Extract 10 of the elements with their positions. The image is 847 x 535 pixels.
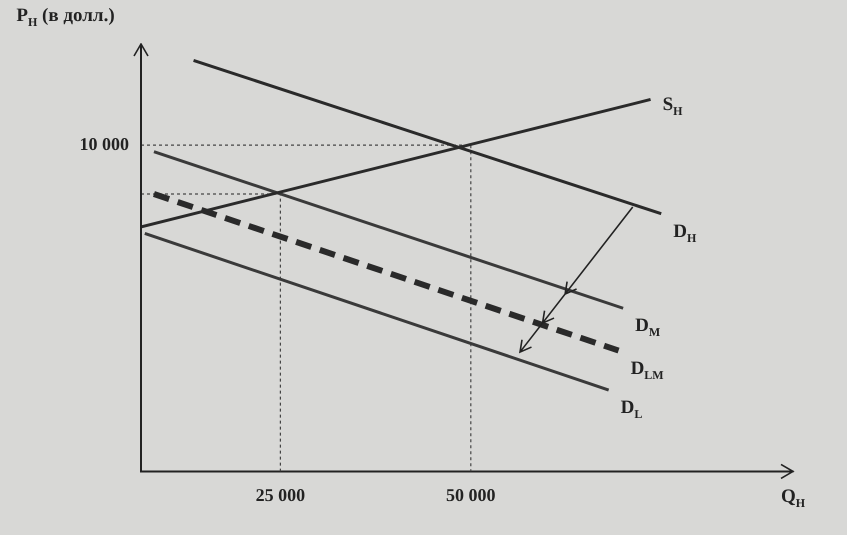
series-label: D$_{Н}$ (673, 220, 696, 245)
x-tick-label: 25 000 (256, 484, 306, 505)
y-axis-title: P$_{Н}$ (в долл.) (15, 5, 116, 29)
series-label: D$_{M}$ (635, 315, 660, 340)
text: 10 000 (80, 134, 129, 154)
series-label: D$_{LM}$ (630, 358, 664, 382)
series-label: S$_{Н}$ (662, 94, 682, 118)
x-axis-title: Q$_{Н}$ (781, 486, 806, 510)
series-label: D$_{L}$ (620, 397, 642, 421)
x-tick-label: 50 000 (446, 484, 496, 505)
